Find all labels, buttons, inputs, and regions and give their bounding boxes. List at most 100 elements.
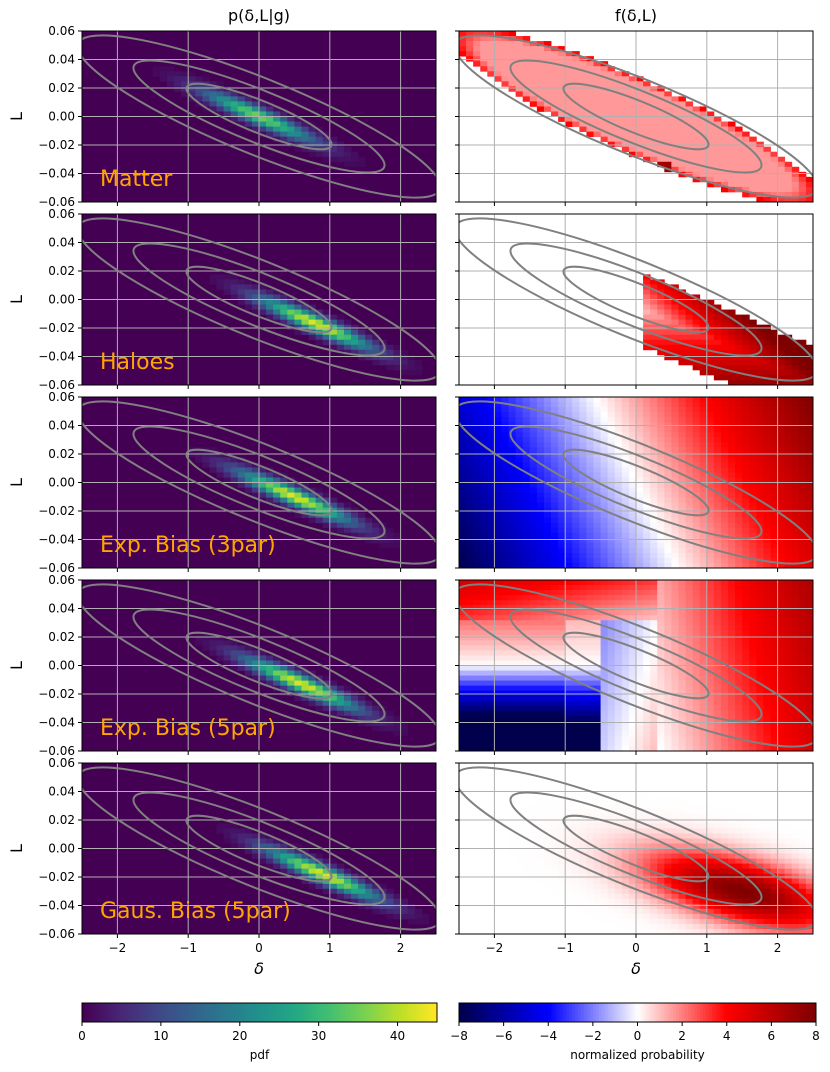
x-tick-label: 2 xyxy=(774,941,782,955)
x-tick-label: −1 xyxy=(556,941,574,955)
contour-1 xyxy=(82,217,436,382)
x-tick-label: 0 xyxy=(632,941,640,955)
contours xyxy=(459,34,813,199)
y-tick-label: 0.00 xyxy=(48,842,75,856)
y-tick-label: 0.06 xyxy=(48,207,75,221)
colorbar-tick-label: −6 xyxy=(495,1029,513,1043)
panel-label: Exp. Bias (5par) xyxy=(100,716,276,741)
contours xyxy=(459,217,813,382)
y-tick-label: 0.04 xyxy=(48,602,75,616)
panel-r2-c2 xyxy=(455,213,814,389)
x-tick-label: −1 xyxy=(179,941,197,955)
ticks xyxy=(455,396,779,572)
y-tick-label: 0.02 xyxy=(48,630,75,644)
colorbar-tick-label: 4 xyxy=(723,1029,731,1043)
y-tick-label: 0.02 xyxy=(48,81,75,95)
contour-2 xyxy=(509,59,763,174)
x-tick-label: 0 xyxy=(255,941,263,955)
y-tick-label: −0.02 xyxy=(38,321,75,335)
colorbar-tick-label: 0 xyxy=(634,1029,642,1043)
y-tick-label: −0.04 xyxy=(38,899,75,913)
contours xyxy=(459,400,813,565)
column-titles: p(δ,L|g) f(δ,L) xyxy=(228,6,657,25)
panel-r5-c2: −2 −1 0 1 2 δ xyxy=(455,762,814,978)
y-axis-label: L xyxy=(7,844,26,853)
contours xyxy=(82,400,436,565)
colorbar-tick-label: −2 xyxy=(584,1029,602,1043)
pdf-heatmap xyxy=(188,447,401,549)
contour-1 xyxy=(459,217,813,382)
y-axis-label: L xyxy=(7,661,26,670)
ticks xyxy=(455,579,779,755)
ticks: −2 −1 0 1 2 xyxy=(455,762,782,955)
pdf-heatmap xyxy=(209,274,423,376)
ticks: −2 −1 0 1 2 −0.06 −0.04 −0.02 0.00 0.02 0.04 0.06 xyxy=(38,756,404,955)
y-tick-label: −0.04 xyxy=(38,533,75,547)
contours xyxy=(82,766,436,931)
panel-label: Exp. Bias (3par) xyxy=(100,533,276,558)
colorbar-tick-label: −4 xyxy=(539,1029,557,1043)
contour-2 xyxy=(132,242,386,357)
y-tick-label: −0.02 xyxy=(38,138,75,152)
y-tick-label: 0.02 xyxy=(48,264,75,278)
contour-1 xyxy=(459,583,813,748)
y-tick-label: 0.04 xyxy=(48,53,75,67)
y-tick-label: 0.02 xyxy=(48,813,75,827)
y-tick-label: 0.00 xyxy=(48,476,75,490)
grid xyxy=(82,763,436,934)
contour-2 xyxy=(509,425,763,540)
x-tick-label: −2 xyxy=(486,941,504,955)
panel-label: Gaus. Bias (5par) xyxy=(100,899,291,924)
contour-3 xyxy=(562,631,710,700)
contour-2 xyxy=(509,242,763,357)
y-tick-label: −0.06 xyxy=(38,378,75,392)
ticks xyxy=(455,30,779,206)
contour-3 xyxy=(185,82,333,151)
colorbar-label: normalized probability xyxy=(570,1048,705,1062)
y-tick-label: −0.06 xyxy=(38,195,75,209)
colorbar-tick-label: 0 xyxy=(78,1029,86,1043)
y-tick-label: 0.04 xyxy=(48,236,75,250)
colorbar-tick-label: 6 xyxy=(768,1029,776,1043)
contour-3 xyxy=(185,265,333,334)
ticks xyxy=(455,213,779,389)
colorbar-pdf: 0 10 20 30 40 pdf xyxy=(78,1002,438,1062)
x-tick-label: 2 xyxy=(397,941,405,955)
panel-r4-c1: −0.06 −0.04 −0.02 0.00 0.02 0.04 0.06 L Exp. Bia… xyxy=(7,573,437,758)
y-tick-label: −0.04 xyxy=(38,350,75,364)
y-tick-label: 0.06 xyxy=(48,573,75,587)
grid xyxy=(459,580,813,751)
colorbar-tick-label: 10 xyxy=(153,1029,168,1043)
colorbar-tick-label: 20 xyxy=(232,1029,247,1043)
contour-1 xyxy=(459,766,813,931)
y-tick-label: −0.06 xyxy=(38,744,75,758)
f-heatmap xyxy=(459,763,813,934)
contour-3 xyxy=(562,82,710,151)
f-heatmap xyxy=(459,31,813,202)
contour-1 xyxy=(82,34,436,199)
contour-1 xyxy=(459,400,813,565)
panel-r5-c1: −2 −1 0 1 2 −0.06 −0.04 −0.02 0.00 0.02 0.04 0.06 L G… xyxy=(7,756,437,978)
contours xyxy=(82,217,436,382)
panels: −0.06−0.04−0.020.000.020.040.06LMatter−0… xyxy=(7,24,814,978)
y-tick-label: −0.04 xyxy=(38,716,75,730)
contours xyxy=(82,34,436,199)
x-tick-label: 1 xyxy=(703,941,711,955)
contour-1 xyxy=(82,583,436,748)
grid xyxy=(82,214,436,385)
contour-1 xyxy=(459,34,813,199)
y-tick-label: −0.02 xyxy=(38,687,75,701)
y-tick-label: 0.00 xyxy=(48,659,75,673)
y-axis-label: L xyxy=(7,295,26,304)
y-tick-label: −0.04 xyxy=(38,167,75,181)
f-heatmap xyxy=(459,397,813,568)
panel-r2-c1: −0.06 −0.04 −0.02 0.00 0.02 0.04 0.06 L Haloes xyxy=(7,207,437,392)
contour-3 xyxy=(185,448,333,517)
colorbar-tick-label: 40 xyxy=(390,1029,405,1043)
column-title-1: p(δ,L|g) xyxy=(228,6,290,25)
panel-r3-c2 xyxy=(455,396,814,572)
contour-1 xyxy=(82,766,436,931)
grid xyxy=(459,763,813,934)
x-axis-label: δ xyxy=(254,959,264,978)
